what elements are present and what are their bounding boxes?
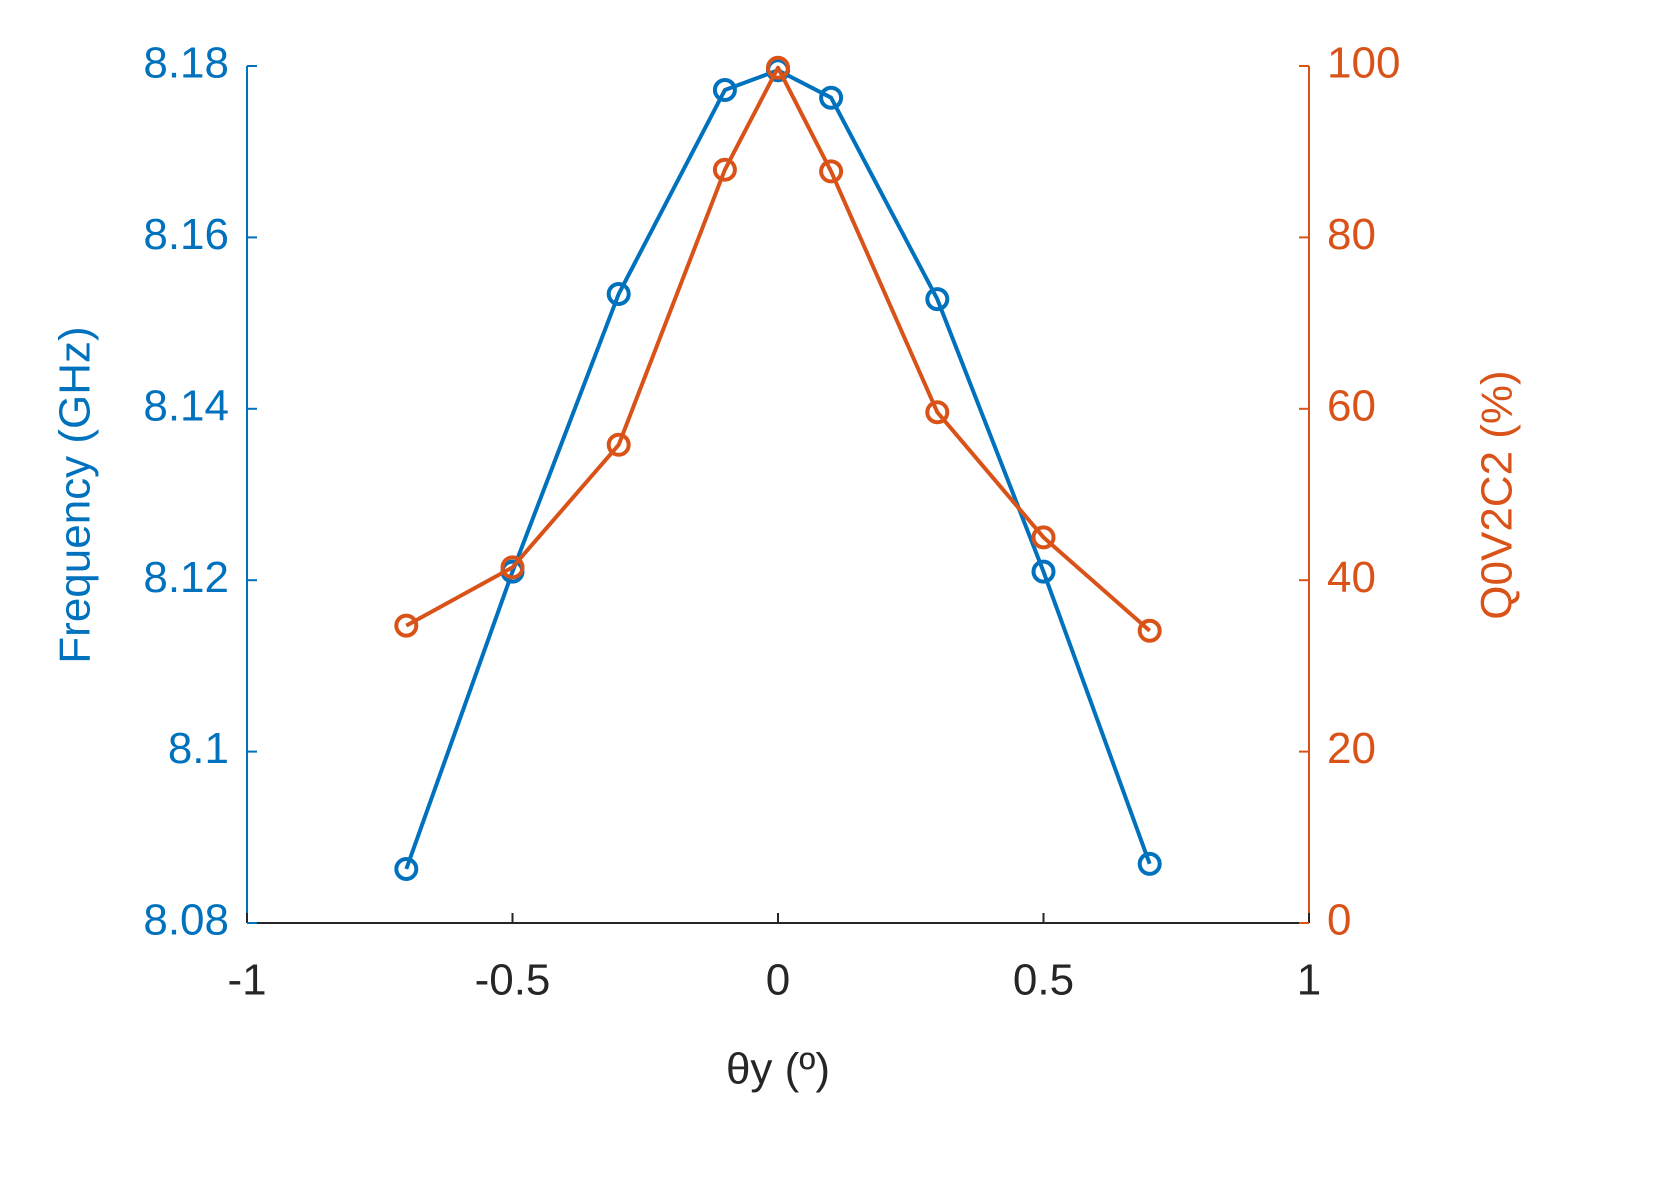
data-point	[819, 159, 844, 184]
data-point	[819, 85, 844, 110]
y2-tick-label: 40	[1327, 553, 1376, 602]
y2-tick-label: 60	[1327, 381, 1376, 430]
series-line	[404, 68, 1152, 870]
y2-tick-label: 80	[1327, 210, 1376, 259]
y-tick-label: 8.16	[143, 210, 229, 259]
y-tick-label: 8.14	[143, 381, 229, 430]
data-point	[925, 400, 950, 425]
data-point	[925, 287, 950, 312]
series-line	[405, 65, 1152, 633]
y2-tick-label: 20	[1327, 724, 1376, 773]
data-point	[1137, 618, 1162, 643]
data-point	[712, 157, 737, 182]
data-point	[766, 55, 790, 80]
data-point	[712, 77, 737, 102]
data-point	[1137, 851, 1162, 876]
data-point	[606, 432, 631, 457]
x-tick-label: 0	[766, 956, 790, 1005]
y-tick-label: 8.08	[143, 896, 229, 945]
data-point	[500, 555, 525, 580]
x-tick-label: 1	[1297, 956, 1321, 1005]
y2-axis-label: Q0V2C2 (%)	[1473, 370, 1522, 619]
y-tick-label: 8.18	[143, 39, 229, 88]
x-axis-label: θy (º)	[726, 1045, 830, 1094]
data-point	[606, 281, 631, 306]
data-point	[1031, 525, 1056, 550]
data-point	[1031, 559, 1056, 584]
y2-tick-label: 0	[1327, 896, 1351, 945]
y2-tick-label: 100	[1327, 39, 1400, 88]
y-tick-label: 8.1	[168, 724, 229, 773]
x-tick-label: -0.5	[475, 956, 551, 1005]
x-tick-label: -1	[227, 956, 266, 1005]
y-axis-label: Frequency (GHz)	[51, 326, 100, 663]
y-tick-label: 8.12	[143, 553, 229, 602]
x-tick-label: 0.5	[1013, 956, 1074, 1005]
data-point	[394, 857, 419, 882]
data-point	[394, 613, 419, 638]
